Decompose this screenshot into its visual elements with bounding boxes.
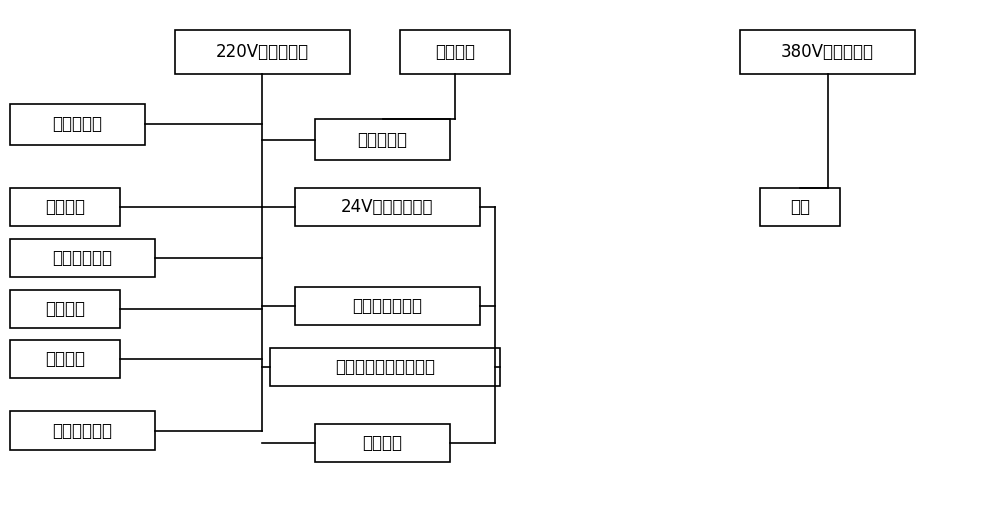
- Bar: [270, 348, 500, 386]
- Text: 光伏组件: 光伏组件: [435, 43, 475, 61]
- Bar: [10, 104, 145, 145]
- Bar: [10, 340, 120, 378]
- Bar: [10, 290, 120, 328]
- Bar: [175, 30, 350, 74]
- Text: 380V辅电开关柜: 380V辅电开关柜: [781, 43, 874, 61]
- Text: 220V辅电开关柜: 220V辅电开关柜: [216, 43, 309, 61]
- Bar: [10, 239, 155, 277]
- Bar: [10, 411, 155, 450]
- Bar: [295, 188, 480, 226]
- Bar: [760, 188, 840, 226]
- Text: 散热风扇: 散热风扇: [362, 434, 402, 452]
- Bar: [10, 188, 120, 226]
- Bar: [315, 424, 450, 462]
- Text: 测控系统: 测控系统: [45, 198, 85, 216]
- Bar: [295, 287, 480, 325]
- Text: 空调: 空调: [790, 198, 810, 216]
- Text: 24V直流电源模块: 24V直流电源模块: [341, 198, 434, 216]
- Bar: [315, 119, 450, 160]
- Text: 消防系统: 消防系统: [45, 300, 85, 318]
- Text: 能量管理系统: 能量管理系统: [52, 422, 112, 439]
- Text: 车载充电桩的控制模块: 车载充电桩的控制模块: [335, 358, 435, 376]
- Bar: [400, 30, 510, 74]
- Bar: [740, 30, 915, 74]
- Text: 视频监控系统: 视频监控系统: [52, 249, 112, 267]
- Text: 不间断电源: 不间断电源: [52, 115, 103, 134]
- Text: 光伏逆变器: 光伏逆变器: [358, 131, 408, 149]
- Text: 照明系统: 照明系统: [45, 351, 85, 368]
- Text: 总电池管理系统: 总电池管理系统: [352, 297, 422, 315]
